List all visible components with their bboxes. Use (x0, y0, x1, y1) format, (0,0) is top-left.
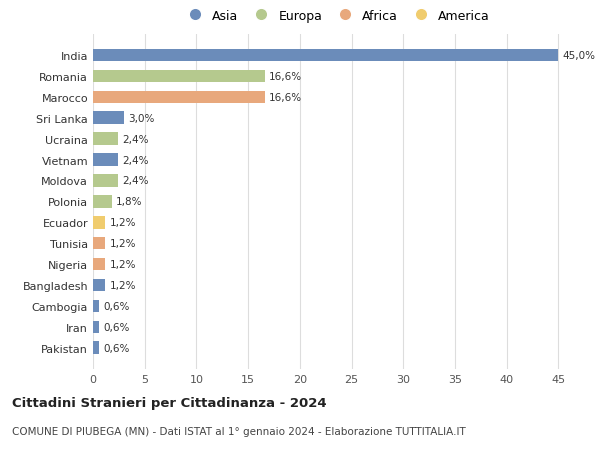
Text: 16,6%: 16,6% (269, 93, 302, 103)
Legend: Asia, Europa, Africa, America: Asia, Europa, Africa, America (179, 7, 493, 25)
Bar (93, 71, 265, 83)
Text: 0,6%: 0,6% (103, 343, 130, 353)
Text: 3,0%: 3,0% (128, 113, 155, 123)
Text: 0,6%: 0,6% (103, 301, 130, 311)
Bar (93, 50, 559, 62)
Text: Cittadini Stranieri per Cittadinanza - 2024: Cittadini Stranieri per Cittadinanza - 2… (12, 396, 326, 409)
Text: 1,2%: 1,2% (110, 239, 136, 249)
Bar (93, 91, 265, 104)
Text: 16,6%: 16,6% (269, 72, 302, 82)
Text: 2,4%: 2,4% (122, 134, 148, 145)
Bar (93, 300, 99, 313)
Text: 2,4%: 2,4% (122, 155, 148, 165)
Bar (93, 112, 124, 125)
Bar (93, 133, 118, 146)
Text: 1,8%: 1,8% (116, 197, 142, 207)
Bar (93, 196, 112, 208)
Bar (93, 258, 106, 271)
Bar (93, 321, 99, 333)
Bar (93, 342, 99, 354)
Bar (93, 279, 106, 291)
Bar (93, 237, 106, 250)
Text: COMUNE DI PIUBEGA (MN) - Dati ISTAT al 1° gennaio 2024 - Elaborazione TUTTITALIA: COMUNE DI PIUBEGA (MN) - Dati ISTAT al 1… (12, 426, 466, 436)
Text: 0,6%: 0,6% (103, 322, 130, 332)
Text: 1,2%: 1,2% (110, 259, 136, 269)
Text: 2,4%: 2,4% (122, 176, 148, 186)
Bar (93, 175, 118, 187)
Text: 1,2%: 1,2% (110, 218, 136, 228)
Text: 45,0%: 45,0% (562, 51, 595, 61)
Bar (93, 217, 106, 229)
Text: 1,2%: 1,2% (110, 280, 136, 291)
Bar (93, 154, 118, 167)
